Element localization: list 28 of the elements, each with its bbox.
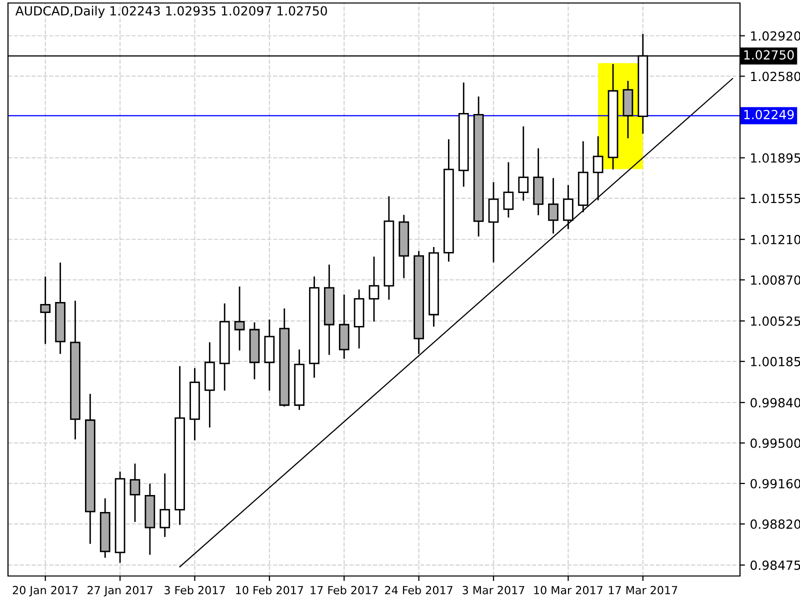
ref-line-label: 1.02750 [744,50,794,60]
x-tick-label: 27 Jan 2017 [88,586,152,596]
y-tick-label: 1.01555 [751,194,800,204]
candlestick [518,126,529,202]
candlestick [563,184,574,230]
x-tick-label: 17 Feb 2017 [310,586,378,594]
y-tick-label: 1.00525 [751,316,800,326]
y-tick-label: 1.01895 [751,153,800,163]
x-tick-label: 3 Mar 2017 [462,586,524,594]
y-tick-label: 1.00185 [751,356,800,366]
candlestick [234,286,245,352]
candlestick [488,181,499,264]
x-tick-label: 3 Feb 2017 [164,586,225,594]
x-tick-label: 10 Mar 2017 [534,586,602,594]
candlestick [592,136,604,202]
candlestick [160,472,170,538]
candlestick [548,177,558,234]
candlestick [130,462,140,523]
x-tick-label: 10 Feb 2017 [236,586,304,594]
chart-title: AUDCAD,Daily 1.02243 1.02935 1.02097 1.02750 [15,6,327,18]
x-tick-label: 20 Jan 2017 [12,586,78,596]
x-tick-label: 17 Mar 2017 [608,586,678,594]
candlestick [503,162,514,218]
y-tick-label: 0.98475 [750,560,800,570]
candlestick [40,276,51,345]
ref-line-label: 1.02249 [744,110,794,120]
candlestick [368,256,380,322]
x-tick-label: 24 Feb 2017 [385,586,452,594]
